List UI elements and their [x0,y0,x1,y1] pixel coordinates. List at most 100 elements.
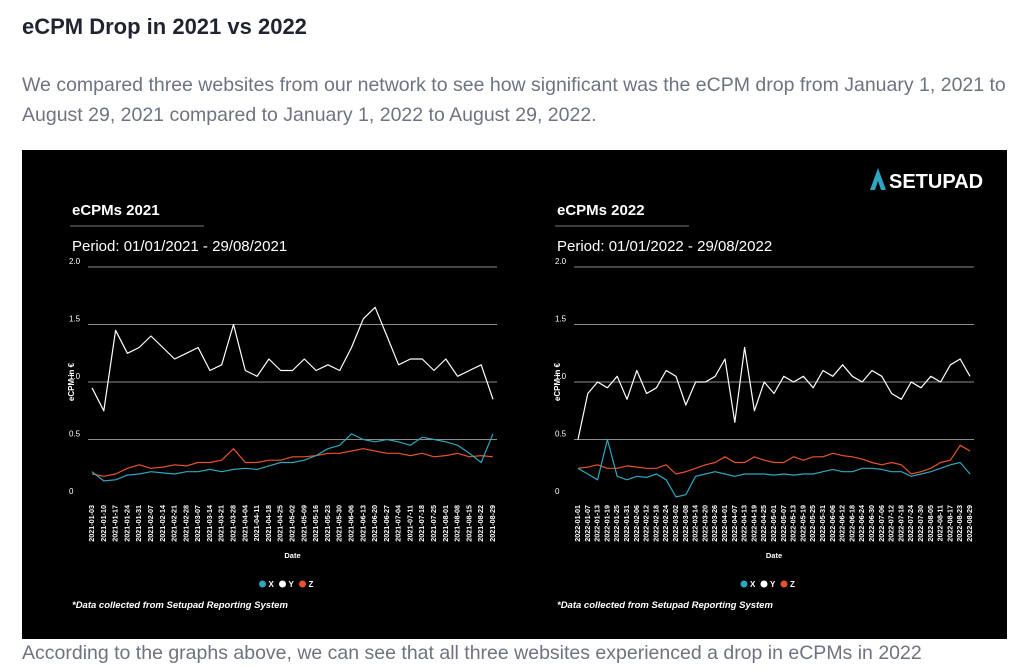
x-tick-label: 2022-05-25 [808,505,817,542]
chart-footnote: *Data collected from Setupad Reporting S… [72,600,288,611]
x-tick-label: 2021-06-27 [382,505,391,542]
legend-marker-z [299,580,306,588]
x-tick-label: 2021-04-18 [264,505,273,542]
x-tick-label: 2021-08-08 [453,505,462,542]
x-tick-label: 2021-07-25 [429,505,438,542]
x-tick-label: 2022-06-18 [847,505,856,542]
y-tick-label: 2.0 [555,257,567,266]
x-tick-label: 2022-08-05 [926,505,935,542]
x-tick-label: 2021-05-16 [311,505,320,542]
x-tick-label: 2021-05-09 [299,505,308,542]
x-tick-label: 2022-05-19 [798,505,807,542]
chart-subtitle: Period: 01/01/2021 - 29/08/2021 [72,238,287,255]
x-tick-label: 2022-02-12 [642,505,651,542]
x-tick-label: 2022-04-25 [759,505,768,542]
chart-2021: eCPMs 2021 Period: 01/01/2021 - 29/08/202… [67,202,497,611]
x-tick-label: 2021-03-07 [193,505,202,542]
x-tick-label: 2021-06-06 [346,505,355,542]
x-tick-label: 2022-03-08 [681,505,690,542]
x-tick-label: 2021-01-31 [134,505,143,542]
series-line-y [91,306,494,412]
legend-marker-y [760,580,768,588]
x-tick-label: 2022-04-07 [730,505,739,542]
x-tick-label: 2022-01-07 [583,505,592,542]
x-tick-label: 2022-05-31 [818,505,827,542]
y-tick-label: 1.5 [69,315,81,324]
y-axis-label: eCPM in € [553,362,562,401]
x-tick-label: 2022-01-01 [573,505,582,542]
series-line-z [577,444,971,475]
y-tick-label: 2.0 [69,257,81,266]
y-axis-label: eCPM in € [67,362,76,401]
x-tick-label: 2022-08-11 [936,505,945,541]
x-tick-label: 2021-07-04 [394,505,403,542]
following-paragraph: According to the graphs above, we can se… [22,642,922,664]
x-tick-label: 2022-01-31 [622,505,631,542]
x-tick-label: 2021-08-22 [476,505,485,542]
x-tick-label: 2021-02-07 [146,505,155,542]
x-tick-label: 2022-01-19 [602,505,611,542]
x-tick-label: 2022-03-14 [691,505,700,542]
x-tick-label: 2021-02-14 [158,505,167,542]
y-tick-label: 1.0 [555,372,567,381]
x-tick-label: 2021-05-02 [288,505,297,542]
x-tick-label: 2022-01-13 [593,505,602,542]
legend-label: Y [770,580,776,589]
x-tick-label: 2022-04-01 [720,505,729,542]
ecpm-charts-svg: SETUPAD eCPMs 2021 Period: 01/01/2021 - 2… [67,168,983,611]
x-tick-label: 2022-03-02 [671,505,680,542]
setupad-logo-icon [870,168,886,190]
legend-marker-y [279,580,286,588]
chart-title: eCPMs 2021 [72,202,160,219]
x-tick-label: 2022-05-13 [789,505,798,542]
ecpm-figure: SETUPAD eCPMs 2021 Period: 01/01/2021 - 2… [22,150,1007,639]
x-tick-label: 2021-03-21 [217,505,226,542]
x-tick-label: 2021-08-15 [464,505,473,542]
x-tick-label: 2022-08-29 [965,505,974,542]
x-tick-label: 2022-08-17 [945,505,954,542]
x-axis-label: Date [766,551,782,560]
x-tick-label: 2022-02-24 [661,505,670,542]
x-tick-label: 2022-04-13 [740,505,749,542]
x-tick-label: 2022-06-12 [838,505,847,542]
x-tick-label: 2021-05-23 [323,505,332,542]
x-tick-label: 2021-01-24 [122,505,131,542]
x-tick-label: 2022-02-18 [651,505,660,542]
legend-marker-x [740,580,748,588]
y-tick-label: 0 [69,487,74,496]
y-tick-label: 0.5 [555,430,567,439]
x-tick-label: 2021-04-04 [240,505,249,542]
chart-subtitle: Period: 01/01/2022 - 29/08/2022 [557,238,772,255]
series-line-x [577,438,971,498]
x-tick-label: 2021-04-11 [252,505,261,541]
x-tick-label: 2021-01-10 [99,505,108,542]
y-tick-label: 0 [555,487,560,496]
legend-label: Y [289,580,295,589]
chart-footnote: *Data collected from Setupad Reporting S… [557,600,773,611]
x-tick-label: 2022-07-24 [906,505,915,542]
x-tick-label: 2022-07-12 [887,505,896,542]
legend-label: Z [309,580,314,589]
x-tick-label: 2021-02-21 [170,505,179,542]
legend-marker-x [259,580,266,588]
x-tick-label: 2021-02-28 [181,505,190,542]
x-tick-label: 2021-04-25 [276,505,285,542]
x-tick-label: 2022-08-23 [955,505,964,542]
x-tick-label: 2021-07-11 [405,505,414,541]
x-tick-label: 2022-07-06 [877,505,886,542]
x-tick-label: 2022-03-20 [700,505,709,542]
chart-title: eCPMs 2022 [557,202,645,219]
x-tick-label: 2022-07-18 [896,505,905,542]
chart-2022: eCPMs 2022 Period: 01/01/2022 - 29/08/202… [553,202,974,611]
x-tick-label: 2021-06-20 [370,505,379,542]
x-tick-label: 2021-01-17 [111,505,120,542]
y-tick-label: 1.5 [555,315,567,324]
x-tick-label: 2022-07-30 [916,505,925,542]
x-tick-label: 2021-08-29 [488,505,497,542]
y-tick-label: 1.0 [69,372,81,381]
x-tick-label: 2022-05-07 [779,505,788,542]
x-tick-label: 2022-06-24 [857,505,866,542]
series-line-y [577,346,971,440]
legend-label: X [269,580,275,589]
x-tick-label: 2021-08-01 [441,505,450,542]
